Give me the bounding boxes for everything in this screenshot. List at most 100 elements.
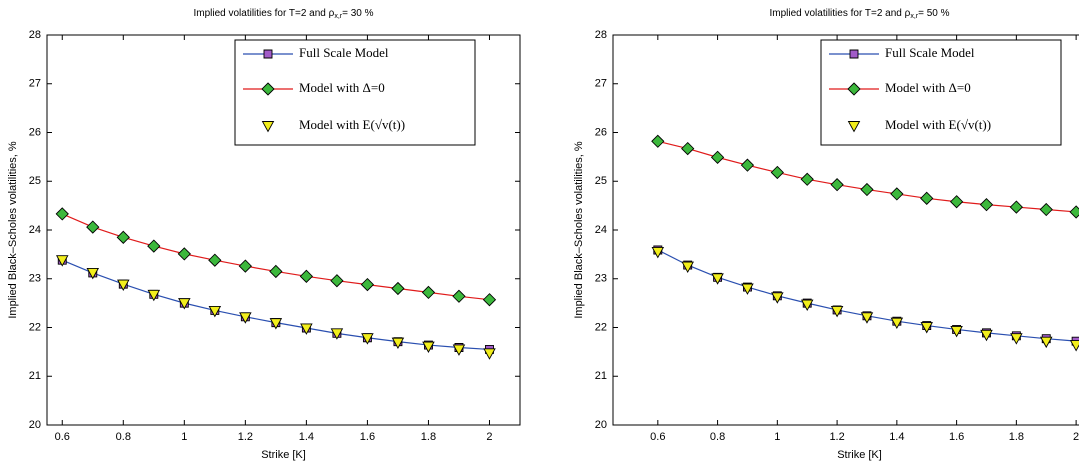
marker [330, 274, 344, 288]
marker [1039, 202, 1053, 217]
marker [860, 312, 874, 324]
marker [147, 289, 161, 302]
marker [949, 195, 964, 209]
marker [177, 247, 191, 261]
x-tick-label: 0.6 [55, 431, 70, 443]
marker [361, 333, 374, 345]
legend-label: Model with Δ=0 [299, 80, 385, 95]
marker [771, 292, 784, 304]
legend-label: Full Scale Model [299, 45, 389, 60]
marker [391, 281, 405, 296]
series-line [657, 140, 1077, 213]
legend-marker [847, 121, 861, 133]
marker [800, 299, 814, 312]
x-axis-label: Strike [K] [837, 449, 882, 461]
marker [1010, 333, 1023, 345]
legend-marker [849, 49, 859, 59]
marker [360, 277, 375, 292]
x-tick-label: 1.4 [889, 431, 904, 443]
title-text: Implied volatilities for T=2 and ρ [769, 8, 910, 19]
marker [890, 317, 904, 330]
marker [830, 305, 844, 318]
marker [208, 253, 222, 267]
chart-title: Implied volatilities for T=2 and ρx,r= 5… [769, 8, 949, 20]
marker [300, 323, 313, 335]
marker [1009, 200, 1023, 214]
marker [239, 312, 252, 324]
title-subscript: x,r [334, 13, 342, 20]
x-tick-label: 1.2 [829, 431, 844, 443]
y-tick-label: 23 [595, 273, 607, 285]
marker [860, 182, 874, 197]
title-text: Implied volatilities for T=2 and ρ [193, 8, 334, 19]
y-axis-label: Implied Black–Scholes volatilities, % [573, 141, 585, 319]
marker [299, 269, 314, 283]
y-tick-label: 27 [595, 78, 607, 90]
y-tick-label: 28 [595, 29, 607, 41]
marker [770, 165, 784, 180]
marker [1069, 205, 1079, 219]
marker [86, 267, 100, 280]
marker [269, 318, 283, 330]
y-tick-label: 27 [29, 78, 41, 90]
marker [452, 289, 466, 303]
series-line [657, 249, 1077, 342]
y-tick-label: 20 [595, 419, 607, 431]
marker [422, 341, 435, 353]
marker [238, 259, 252, 273]
marker [710, 150, 725, 164]
title-subscript: x,r [910, 13, 918, 20]
marker [116, 230, 130, 244]
title-text: = 50 % [918, 8, 950, 19]
y-tick-label: 28 [29, 29, 41, 41]
marker [711, 273, 724, 285]
marker [740, 158, 755, 172]
y-tick-label: 24 [29, 224, 41, 236]
marker [86, 220, 100, 234]
x-tick-label: 1.4 [299, 431, 314, 443]
marker [651, 134, 665, 148]
x-tick-label: 1.2 [238, 431, 253, 443]
y-tick-label: 26 [29, 126, 41, 138]
marker [950, 325, 963, 338]
marker [269, 264, 283, 279]
legend-marker [261, 121, 275, 133]
marker [452, 344, 466, 356]
marker [890, 187, 904, 201]
x-tick-label: 0.8 [710, 431, 725, 443]
marker [55, 255, 69, 267]
legend-marker [847, 82, 861, 96]
marker [330, 328, 344, 340]
marker [483, 348, 496, 360]
marker [800, 172, 814, 186]
x-tick-label: 1.6 [949, 431, 964, 443]
y-tick-label: 21 [29, 370, 41, 382]
x-tick-label: 1.8 [1009, 431, 1024, 443]
marker [920, 322, 933, 334]
marker [681, 261, 694, 273]
y-tick-label: 25 [595, 175, 607, 187]
chart-title: Implied volatilities for T=2 and ρx,r= 3… [193, 8, 373, 20]
marker [920, 191, 934, 205]
marker [741, 283, 754, 295]
x-tick-label: 1 [181, 431, 187, 443]
marker [980, 329, 993, 342]
x-tick-label: 2 [486, 431, 492, 443]
y-tick-label: 24 [595, 224, 607, 236]
marker [117, 279, 130, 292]
marker [979, 198, 994, 212]
legend-label: Model with E(√v(t)) [885, 117, 991, 132]
marker [147, 239, 161, 253]
legend-marker [261, 82, 275, 96]
y-tick-label: 25 [29, 175, 41, 187]
legend-marker [263, 49, 273, 59]
marker [421, 285, 436, 300]
y-tick-label: 20 [29, 419, 41, 431]
y-tick-label: 22 [29, 321, 41, 333]
marker [681, 141, 695, 156]
marker [1039, 336, 1053, 349]
y-tick-label: 21 [595, 370, 607, 382]
legend-box [234, 39, 476, 146]
legend-label: Full Scale Model [885, 45, 975, 60]
